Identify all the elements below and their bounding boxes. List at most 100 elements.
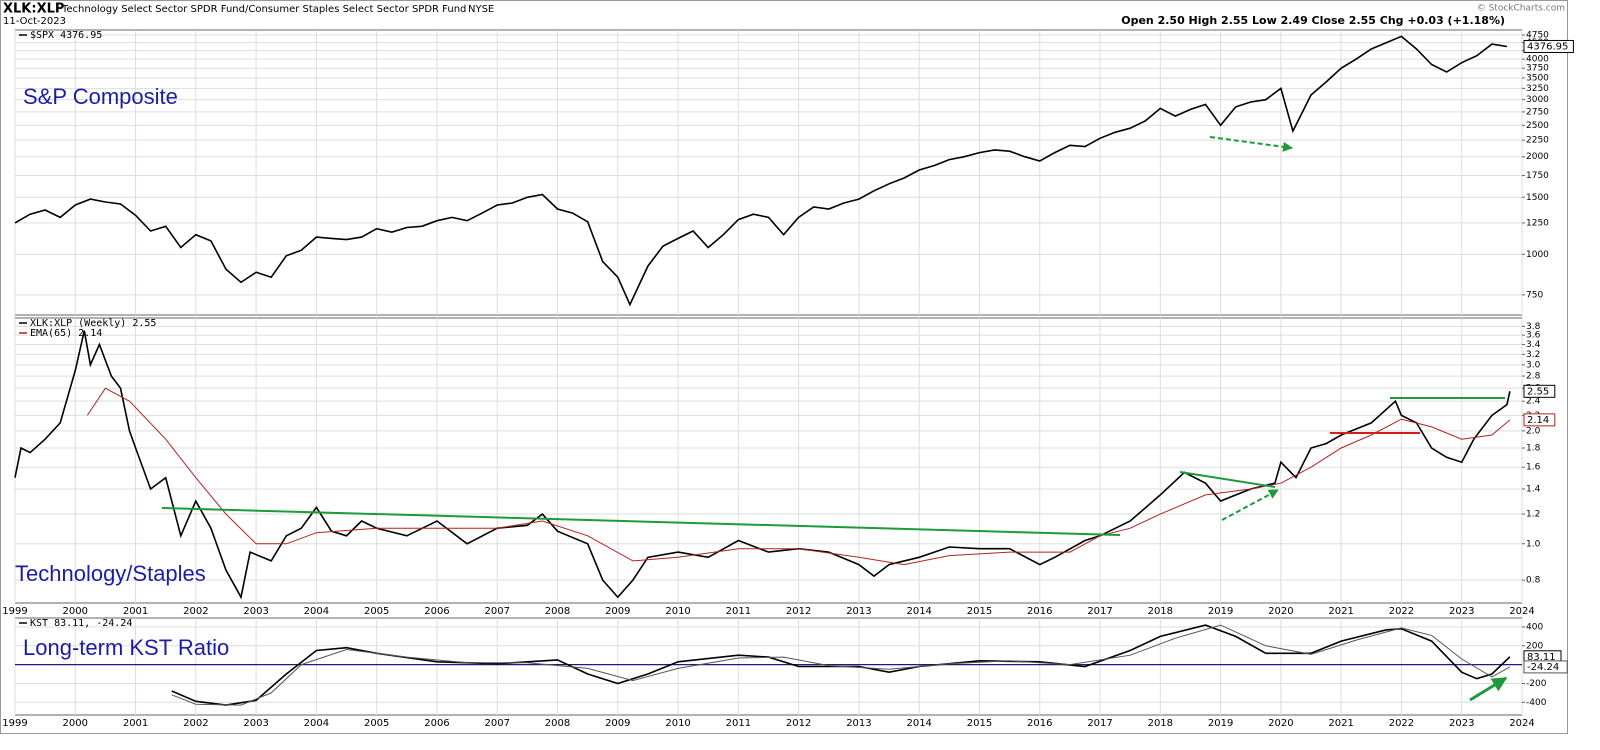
credit: © StockCharts.com [1477,4,1565,14]
x-tick-label: 2015 [967,718,992,729]
x-tick-label: 2003 [243,606,268,617]
last-value-label: 2.55 [1527,386,1549,397]
y-tick-label: 3750 [1526,64,1549,74]
annotation: Technology/Staples [15,561,206,586]
y-tick-label: 3.0 [1526,360,1541,370]
x-tick-label: 2009 [605,718,630,729]
y-tick-label: -400 [1526,698,1547,708]
x-tick-label: 2007 [485,718,510,729]
trend-arrow [1221,489,1279,521]
legend-label: EMA(65) 2.14 [30,328,102,339]
y-tick-label: 1750 [1526,171,1549,181]
y-tick-label: 1.2 [1526,510,1540,520]
y-tick-label: 3500 [1526,73,1549,83]
panel-frame [14,617,1523,716]
y-tick-label: 3.6 [1526,331,1541,341]
x-tick-label: 2002 [183,718,208,729]
y-tick-label: 1.4 [1526,484,1541,494]
panel-frame [14,29,1523,316]
x-tick-label: 2011 [726,606,751,617]
x-tick-label: 2000 [63,606,88,617]
quote: Open 2.50 High 2.55 Low 2.49 Close 2.55 … [1121,14,1505,27]
legend-label: KST 83.11, -24.24 [30,618,132,629]
y-tick-label: 1.8 [1526,444,1541,454]
x-tick-label: 2001 [123,606,148,617]
x-tick-label: 2005 [364,718,389,729]
x-tick-label: 1999 [2,718,27,729]
x-tick-label: 2011 [726,718,751,729]
y-tick-label: 2.4 [1526,397,1541,407]
x-tick-label: 2003 [243,718,268,729]
x-tick-label: 2015 [967,606,992,617]
trend-line [1179,471,1276,488]
x-tick-label: 2002 [183,606,208,617]
y-tick-label: 1.6 [1526,463,1541,473]
x-tick-label: 2024 [1509,606,1534,617]
x-tick-label: 2010 [665,718,690,729]
x-tick-label: 2023 [1449,606,1474,617]
series-line [171,624,1511,706]
x-tick-label: 2004 [304,718,329,729]
panel-frame [14,317,1523,604]
y-tick-label: 400 [1526,622,1543,632]
legend-label: XLK:XLP (Weekly) 2.55 [30,318,156,329]
x-tick-label: 2017 [1087,606,1112,617]
x-tick-label: 2008 [545,718,570,729]
x-tick-label: 2004 [304,606,329,617]
series-line [171,624,1511,706]
legend-label: $SPX 4376.95 [30,30,102,41]
x-tick-label: 2018 [1148,718,1173,729]
x-tick-label: 2022 [1389,606,1414,617]
drawn-lines [161,136,1508,702]
x-tick-label: 2007 [485,606,510,617]
last-value-label: 2.14 [1527,415,1549,426]
x-tick-label: 2012 [786,606,811,617]
x-tick-label: 2014 [906,606,931,617]
y-tick-label: 3.8 [1526,322,1541,332]
series-line [14,330,1511,600]
y-tick-label: 1500 [1526,193,1549,203]
last-value-box [1523,39,1574,53]
symbol: XLK:XLP [3,2,64,17]
x-tick-label: 2000 [63,718,88,729]
annotation: S&P Composite [23,84,178,109]
x-tick-label: 2024 [1509,718,1534,729]
last-value-label: 4376.95 [1527,41,1568,52]
x-tick-label: 2021 [1328,606,1353,617]
x-tick-label: 2012 [786,718,811,729]
date: 11-Oct-2023 [3,16,66,27]
x-tick-label: 2005 [364,606,389,617]
y-tick-label: 4000 [1526,55,1549,65]
annotation: Long-term KST Ratio [23,635,229,660]
y-tick-label: 4750 [1526,30,1549,40]
series-line [86,387,1511,566]
last-value-label: 83.11 [1527,652,1556,663]
trend-arrow [1469,676,1508,702]
x-tick-label: 2013 [846,718,871,729]
y-tick-label: 1000 [1526,250,1549,260]
y-tick-label: 0.8 [1526,576,1541,586]
y-tick-label: 3.4 [1526,340,1541,350]
last-value-box [1523,660,1568,674]
x-tick-label: 2014 [906,718,931,729]
x-tick-label: 2006 [424,606,449,617]
y-tick-label: 2.0 [1526,426,1541,436]
x-tick-label: 2019 [1208,718,1233,729]
x-tick-label: 2016 [1027,718,1052,729]
y-tick-label: 3000 [1526,95,1549,105]
x-tick-label: 2006 [424,718,449,729]
y-tick-label: 2750 [1526,107,1549,117]
x-tick-label: 2009 [605,606,630,617]
last-value-label: -24.24 [1527,662,1559,673]
y-tick-label: 750 [1526,290,1543,300]
y-tick-label: 3250 [1526,84,1549,94]
y-tick-label: -200 [1526,679,1547,689]
trend-line [161,507,1121,536]
y-tick-label: 2250 [1526,136,1549,146]
exchange: NYSE [468,4,494,15]
x-tick-label: 2023 [1449,718,1474,729]
y-tick-label: 2000 [1526,152,1549,162]
x-tick-label: 2017 [1087,718,1112,729]
x-tick-label: 2018 [1148,606,1173,617]
